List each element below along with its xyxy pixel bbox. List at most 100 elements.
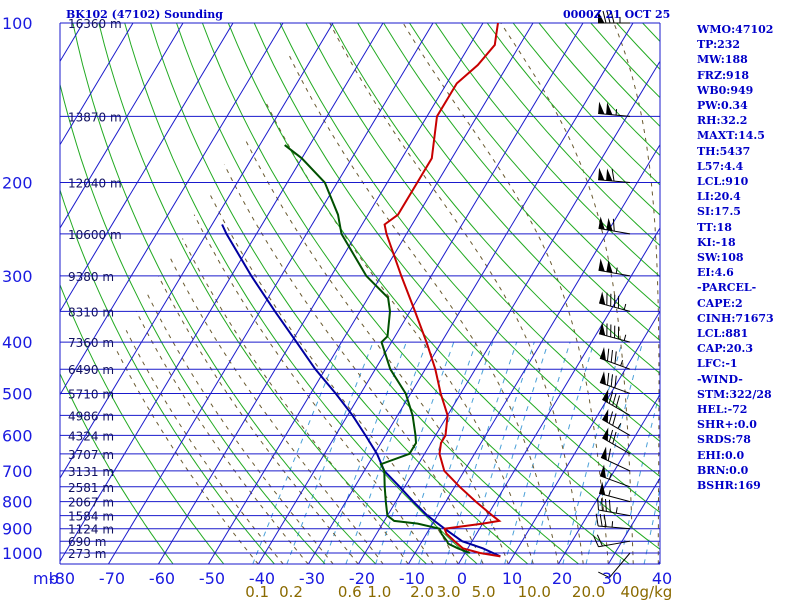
isotherm [207,23,534,564]
temperature-tick-label: -40 [249,569,275,588]
stat-item: EHI:0.0 [697,448,745,462]
mixing-ratio-line [504,341,571,564]
pressure-tick-label: 300 [2,267,33,286]
moist-adiabat [288,54,559,564]
isotherm [557,393,660,564]
station-title: BK102 (47102) Sounding [66,8,223,21]
isotherm [60,23,234,313]
moist-adiabat [613,23,660,564]
dry-adiabat [98,23,428,564]
wind-barb [602,427,631,455]
height-label: 8310 m [68,305,114,319]
moist-adiabat [168,255,384,564]
wind-barbs [592,10,631,578]
stat-item: SW:108 [697,251,744,265]
mixing-ratio-tick-label: 10.0 [518,583,551,600]
stat-item: -PARCEL- [697,281,757,295]
stat-item: LCL:910 [697,175,749,189]
dry-adiabat [279,23,660,478]
height-label: 1124 m [68,523,114,537]
stat-item: LCL:881 [697,327,749,341]
wind-barb [599,371,631,394]
dry-adiabat [60,283,225,564]
dry-adiabat [150,23,529,564]
stat-item: TP:232 [697,38,741,52]
pressure-tick-label: 200 [2,174,33,193]
wind-barb [595,513,631,530]
mixing-ratio-tick-label: 20.0 [572,583,605,600]
height-label: 16360 m [68,17,122,31]
pressure-tick-label: 400 [2,333,33,352]
mixing-ratio-tick-label: 5.0 [472,583,496,600]
dry-adiabat [72,23,377,564]
height-label: 5710 m [68,387,114,401]
isotherm [107,23,434,564]
stat-item: RH:32.2 [697,114,748,128]
height-label: 1584 m [68,510,114,524]
temperature-profile [383,23,502,558]
stat-item: -WIND- [697,372,743,386]
temperature-tick-label: -60 [149,569,175,588]
temperature-tick-label: -10 [399,569,425,588]
stat-item: TH:5437 [697,144,751,158]
stat-item: TT:18 [697,220,732,234]
dry-adiabat [460,23,660,247]
height-label: 4986 m [68,409,114,423]
mixing-ratio-line [375,341,455,564]
wind-barb [600,446,631,472]
mixing-ratio-line [345,341,428,564]
parcel-trace [221,224,501,558]
height-label: 7360 m [68,336,114,350]
stat-item: L57:4.4 [697,159,744,173]
temperature-tick-label: -80 [49,569,75,588]
temperature-tick-label: -50 [199,569,225,588]
wind-barb [598,101,631,117]
stat-item: STM:322/28 [697,387,772,401]
height-label: 3131 m [68,465,114,479]
moist-adiabat [193,214,434,564]
isotherm [507,310,660,564]
mixing-ratio-tick-label: 0.1 [245,583,269,600]
wind-barb [602,409,631,436]
wind-barb [602,388,631,416]
height-label: 10600 m [68,228,122,242]
stat-item: MAXT:14.5 [697,129,765,143]
isotherm [307,23,634,564]
moist-adiabat [125,330,284,564]
stat-item: HEL:-72 [697,403,748,417]
wind-barb [597,497,631,517]
dry-adiabat [383,23,660,342]
mixing-ratio-line [585,341,644,564]
mixing-ratio-tick-label: 40g/kg [620,583,672,600]
dry-adiabat [331,23,660,408]
moist-adiabat [329,23,584,564]
dry-adiabat [434,23,660,278]
wind-barb [598,322,631,343]
stat-item: BSHR:169 [697,479,761,493]
dry-adiabat [357,23,660,375]
isotherm [457,227,660,564]
moist-adiabat [209,193,459,564]
wind-barb [599,464,631,488]
temperature-tick-label: 40 [652,569,672,588]
height-label: 4324 m [68,429,114,443]
moist-adiabat [500,23,634,564]
height-label: 12040 m [68,177,122,191]
wind-barb [598,167,631,184]
isotherm [60,23,134,146]
dewpoint-profile [284,144,471,554]
temperature-tick-label: -20 [349,569,375,588]
stat-item: CINH:71673 [697,311,774,325]
stat-item: WB0:949 [697,83,754,97]
wind-barb [599,346,631,370]
stat-item: CAP:20.3 [697,342,754,356]
stat-item: BRN:0.0 [697,463,749,477]
mixing-ratio-line [464,341,535,564]
temperature-tick-label: -70 [99,569,125,588]
height-label: 690 m [68,535,106,549]
stat-item: SI:17.5 [697,205,741,219]
isotherm [357,60,660,564]
wind-barb [598,481,631,503]
